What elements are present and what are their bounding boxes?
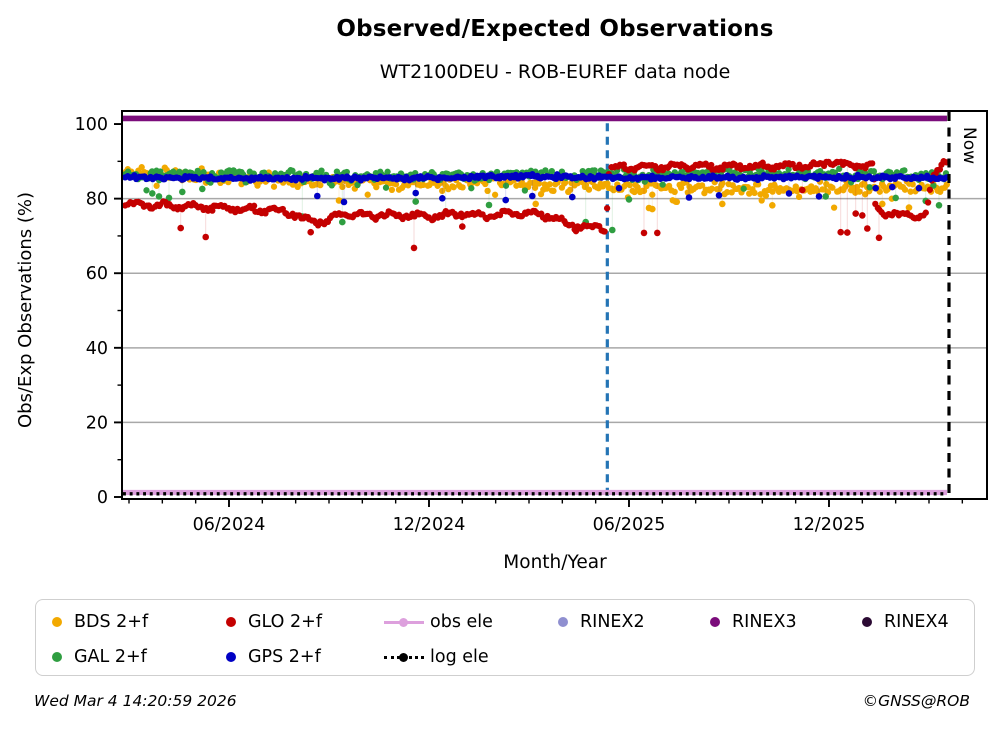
- legend-label: BDS 2+f: [74, 612, 149, 632]
- y-tick-label: 40: [86, 339, 108, 359]
- chart-title: Observed/Expected Observations: [336, 16, 774, 42]
- obs-ele-marker-icon: [384, 616, 424, 628]
- legend-item-gal-2-f: GAL 2+f: [52, 643, 147, 671]
- legend-item-obs-ele: obs ele: [384, 608, 493, 636]
- x-tick-label: 06/2024: [193, 515, 266, 535]
- x-axis-label: Month/Year: [503, 552, 607, 573]
- legend-item-rinex2: RINEX2: [558, 608, 645, 636]
- legend-label: RINEX4: [884, 612, 949, 632]
- axes-box: [121, 110, 988, 500]
- y-tick-label: 60: [86, 264, 108, 284]
- gal-2-f-marker-icon: [52, 652, 62, 662]
- legend-label: GPS 2+f: [248, 647, 321, 667]
- y-tick-label: 20: [86, 413, 108, 433]
- gps-2-f-marker-icon: [226, 652, 236, 662]
- bds-2-f-marker-icon: [52, 617, 62, 627]
- glo-2-f-marker-icon: [226, 617, 236, 627]
- x-tick-label: 12/2024: [393, 515, 466, 535]
- legend-item-bds-2-f: BDS 2+f: [52, 608, 148, 636]
- legend-label: RINEX2: [580, 612, 645, 632]
- copyright-text: ©GNSS@ROB: [862, 692, 970, 710]
- rinex3-marker-icon: [710, 617, 720, 627]
- x-tick-label: 12/2025: [793, 515, 866, 535]
- y-axis-label: Obs/Exp Observations (%): [15, 191, 36, 429]
- legend-label: obs ele: [430, 612, 493, 632]
- legend-label: GLO 2+f: [248, 612, 322, 632]
- legend-item-gps-2-f: GPS 2+f: [226, 643, 321, 671]
- timestamp-text: Wed Mar 4 14:20:59 2026: [34, 692, 237, 710]
- legend-item-rinex3: RINEX3: [710, 608, 797, 636]
- rinex2-marker-icon: [558, 617, 568, 627]
- log-ele-marker-icon: [384, 651, 424, 663]
- x-tick-label: 06/2025: [593, 515, 666, 535]
- y-tick-label: 80: [86, 190, 108, 210]
- y-tick-label: 100: [75, 115, 108, 135]
- rinex4-marker-icon: [862, 617, 872, 627]
- legend-item-rinex4: RINEX4: [862, 608, 949, 636]
- axis-ticks: 06/2024 12/2024 06/2025 12/2025 0 20 40 60 80 100: [75, 115, 964, 535]
- chart-legend: BDS 2+f GLO 2+f obs ele RINEX2 RINEX3 RINEX4 G…: [35, 599, 975, 676]
- legend-label: GAL 2+f: [74, 647, 147, 667]
- legend-label: RINEX3: [732, 612, 797, 632]
- legend-item-log-ele: log ele: [384, 643, 489, 671]
- legend-item-glo-2-f: GLO 2+f: [226, 608, 322, 636]
- legend-label: log ele: [430, 647, 489, 667]
- series-gps-2-f: [123, 170, 950, 206]
- chart-subtitle: WT2100DEU - ROB-EUREF data node: [379, 61, 731, 83]
- now-annotation: Now: [959, 127, 979, 165]
- y-tick-label: 0: [97, 488, 108, 508]
- gridlines: [122, 197, 987, 424]
- data-layer: [123, 115, 950, 496]
